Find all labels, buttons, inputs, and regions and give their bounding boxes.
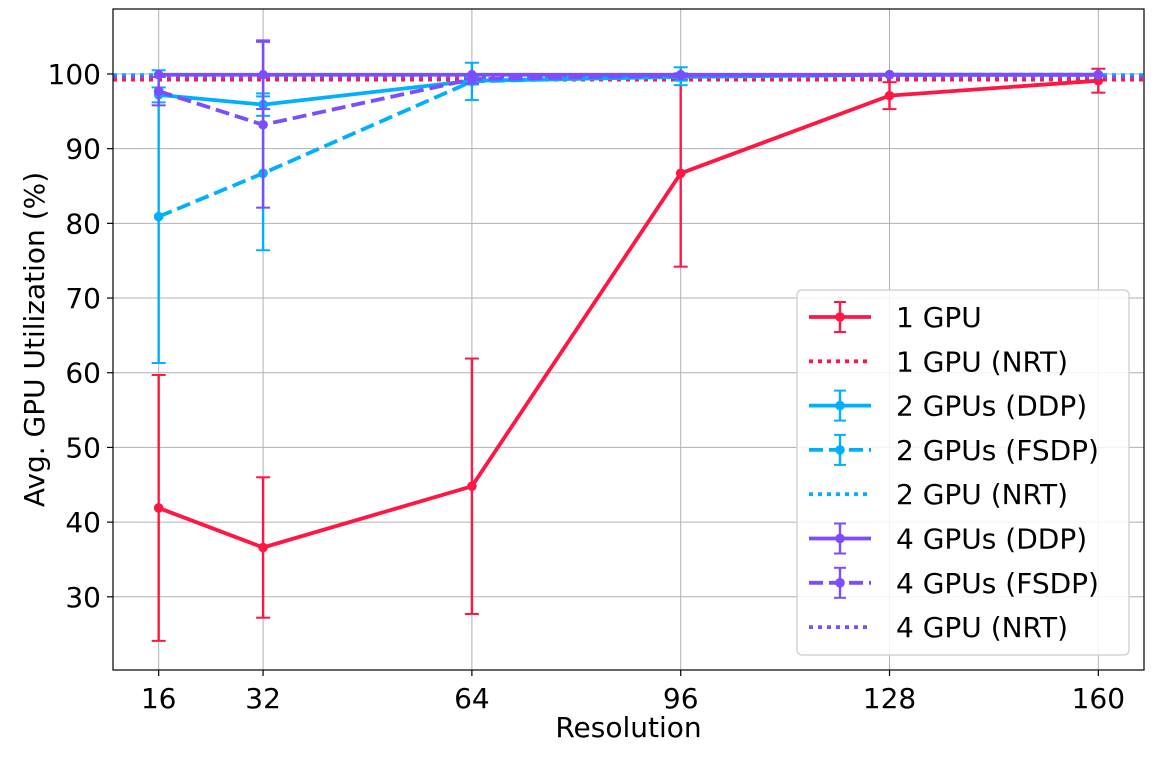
legend-item: 2 GPUs (FSDP) <box>809 433 1099 467</box>
data-point <box>675 168 686 179</box>
x-tick-label: 96 <box>663 682 699 715</box>
x-axis-ticks: 16 32 64 96 128 160 <box>141 670 1125 715</box>
legend-label: 4 GPU (NRT) <box>896 611 1068 644</box>
data-point <box>467 481 477 492</box>
y-axis-label: Avg. GPU Utilization (%) <box>18 172 51 507</box>
x-tick-label: 32 <box>245 682 281 715</box>
legend-marker <box>835 533 845 544</box>
data-point <box>258 119 268 130</box>
data-point <box>675 70 686 81</box>
legend-item: 4 GPUs (FSDP) <box>809 566 1099 600</box>
series-4-gpus-fsdp <box>151 40 1104 209</box>
legend-item: 1 GPU (NRT) <box>809 345 1068 378</box>
data-point <box>258 542 268 553</box>
data-point <box>884 69 895 80</box>
data-point <box>467 74 477 85</box>
series-1-gpu <box>151 67 1106 642</box>
legend-label: 2 GPU (NRT) <box>896 478 1068 511</box>
data-point <box>1093 69 1104 80</box>
data-point <box>153 211 164 222</box>
legend-marker <box>835 578 845 588</box>
legend-marker <box>835 312 845 322</box>
legend-item: 1 GPU <box>809 301 982 334</box>
legend-label: 4 GPUs (FSDP) <box>896 567 1099 600</box>
legend-label: 4 GPUs (DDP) <box>896 523 1087 556</box>
legend-item: 2 GPU (NRT) <box>809 478 1068 511</box>
y-tick-label: 100 <box>48 58 101 91</box>
series-line <box>158 72 1099 127</box>
legend-marker <box>835 400 845 411</box>
y-tick-label: 40 <box>65 506 101 539</box>
data-point <box>153 503 164 513</box>
x-tick-label: 128 <box>863 682 916 715</box>
series-line <box>158 78 1099 550</box>
legend-marker <box>835 445 845 455</box>
legend-item: 4 GPUs (DDP) <box>809 522 1087 556</box>
y-tick-label: 70 <box>65 282 101 315</box>
legend-box <box>796 289 1130 656</box>
x-tick-label: 160 <box>1072 682 1125 715</box>
y-tick-label: 60 <box>65 357 101 390</box>
legend-label: 1 GPU <box>896 301 982 334</box>
plot-frame <box>112 8 1145 671</box>
x-axis-label: Resolution <box>555 711 701 744</box>
series-line <box>157 72 1099 219</box>
y-tick-label: 30 <box>65 581 101 614</box>
legend-item: 2 GPUs (DDP) <box>809 389 1087 423</box>
legend-label: 2 GPUs (FSDP) <box>896 434 1099 467</box>
legend-item: 4 GPU (NRT) <box>809 611 1068 644</box>
legend: 1 GPU 1 GPU (NRT) 2 GPUs (DDP) 2 GPUs (FSDP… <box>796 289 1130 656</box>
y-tick-label: 50 <box>65 431 101 464</box>
x-tick-label: 64 <box>454 682 490 715</box>
legend-label: 1 GPU (NRT) <box>896 345 1068 378</box>
data-point <box>884 90 895 101</box>
y-tick-label: 80 <box>65 207 101 240</box>
series-layer <box>151 39 1106 642</box>
y-axis-ticks: 30 40 50 60 70 80 90 100 <box>48 58 113 614</box>
x-tick-label: 16 <box>141 682 177 715</box>
data-point <box>153 86 164 96</box>
legend-label: 2 GPUs (DDP) <box>896 390 1087 423</box>
y-tick-label: 90 <box>65 133 101 166</box>
